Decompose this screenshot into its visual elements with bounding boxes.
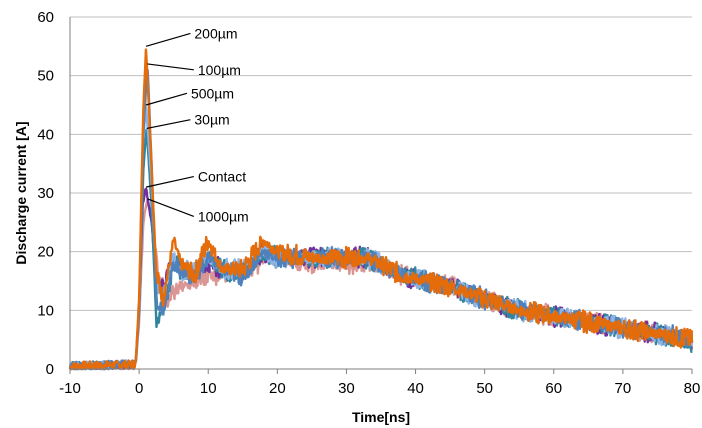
x-tick-label: -10	[59, 380, 81, 397]
x-tick-label: 80	[684, 380, 701, 397]
y-tick-label: 20	[37, 244, 54, 261]
annotation-label: Contact	[198, 169, 246, 185]
x-tick-label: 10	[200, 380, 217, 397]
x-tick-label: 70	[615, 380, 632, 397]
annotation-leader-line	[147, 63, 194, 71]
axes	[69, 17, 693, 374]
y-tick-label: 50	[37, 68, 54, 85]
annotation-leader-line	[145, 175, 194, 188]
x-tick-label: 30	[338, 380, 355, 397]
annotation-label: 30µm	[194, 112, 229, 128]
x-tick-label: 50	[476, 380, 493, 397]
y-axis-label: Discharge current [A]	[13, 121, 29, 264]
x-tick-label: 0	[135, 380, 143, 397]
annotation-label: 500µm	[191, 85, 234, 101]
x-tick-label: 40	[407, 380, 424, 397]
annotation-leader-line	[147, 198, 195, 218]
x-tick-label: 20	[269, 380, 286, 397]
y-tick-label: 0	[46, 361, 54, 378]
y-tick-label: 30	[37, 185, 54, 202]
annotations: 200µm 100µm 500µm 30µm Contact 1000µm	[145, 25, 249, 224]
annotation-label: 1000µm	[198, 208, 249, 224]
annotation-label: 200µm	[194, 25, 237, 41]
series-line	[68, 48, 694, 371]
gridlines	[70, 16, 692, 311]
y-tick-label: 10	[37, 302, 54, 319]
annotation-leader-line	[146, 119, 191, 130]
x-axis-label: Time[ns]	[352, 409, 410, 425]
x-tick-label: 60	[545, 380, 562, 397]
x-tick-labels: -10 0 10 20 30 40 50 60 70 80	[59, 380, 700, 397]
annotation-label: 100µm	[198, 62, 241, 78]
y-tick-label: 60	[37, 9, 54, 26]
y-tick-labels: 0 10 20 30 40 50 60	[37, 9, 54, 378]
annotation-leader-line	[145, 92, 188, 106]
annotation-leader-line	[145, 32, 191, 47]
y-tick-label: 40	[37, 126, 54, 143]
series-lines	[68, 48, 694, 371]
